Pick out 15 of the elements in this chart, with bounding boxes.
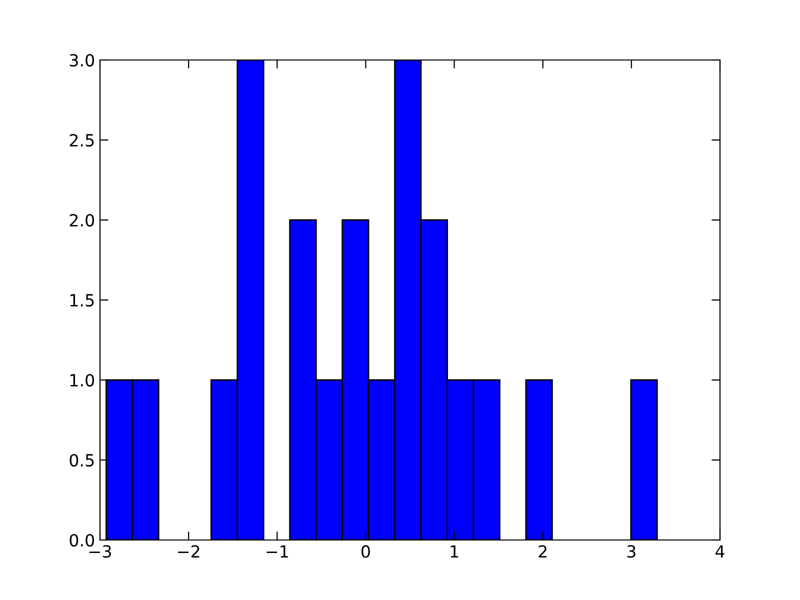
x-tick-label: −2 bbox=[178, 545, 200, 558]
x-tick-label: 2 bbox=[538, 545, 546, 558]
x-tick-label: 0 bbox=[362, 545, 370, 558]
x-tick-label: −3 bbox=[89, 545, 111, 558]
y-tick-label: 2.0 bbox=[70, 214, 94, 227]
y-tick-label: 2.5 bbox=[70, 134, 94, 147]
y-tick-label: 3.0 bbox=[70, 54, 94, 67]
y-tick-label: 0.5 bbox=[70, 454, 94, 467]
x-tick-label: 3 bbox=[627, 545, 636, 558]
x-tick-label: 1 bbox=[450, 545, 458, 558]
y-tick-label: 1.0 bbox=[70, 374, 94, 387]
x-tick-label: −1 bbox=[266, 545, 288, 558]
y-tick-label: 1.5 bbox=[70, 294, 94, 307]
y-tick-label: 0.0 bbox=[70, 534, 94, 547]
x-tick-label: 4 bbox=[716, 545, 724, 558]
